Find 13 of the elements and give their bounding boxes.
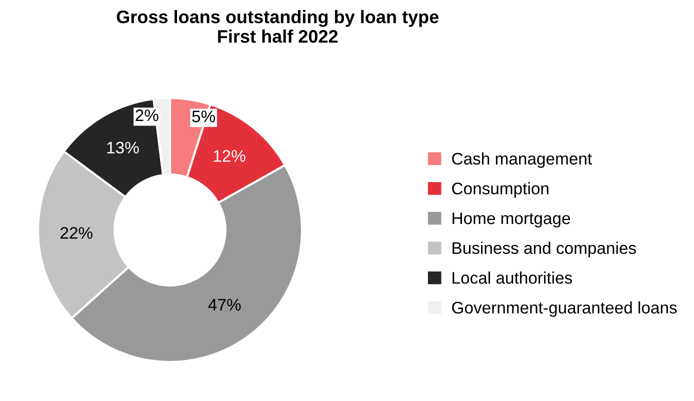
legend-label: Cash management xyxy=(452,152,592,168)
data-label: 22% xyxy=(60,227,92,239)
data-label: 2% xyxy=(136,109,158,122)
legend-label: Business and companies xyxy=(452,242,636,258)
data-label: 5% xyxy=(192,110,216,122)
chart-title: Gross loans outstanding by loan type First half 2022 xyxy=(116,10,439,43)
data-label: 13% xyxy=(107,142,139,154)
legend-label: Government-guaranteed loans xyxy=(452,301,677,317)
legend-label: Home mortgage xyxy=(452,212,570,228)
data-label: 47% xyxy=(208,298,241,311)
legend-label: Consumption xyxy=(452,182,548,198)
data-label: 12% xyxy=(214,150,246,162)
legend-label: Local authorities xyxy=(452,272,572,284)
